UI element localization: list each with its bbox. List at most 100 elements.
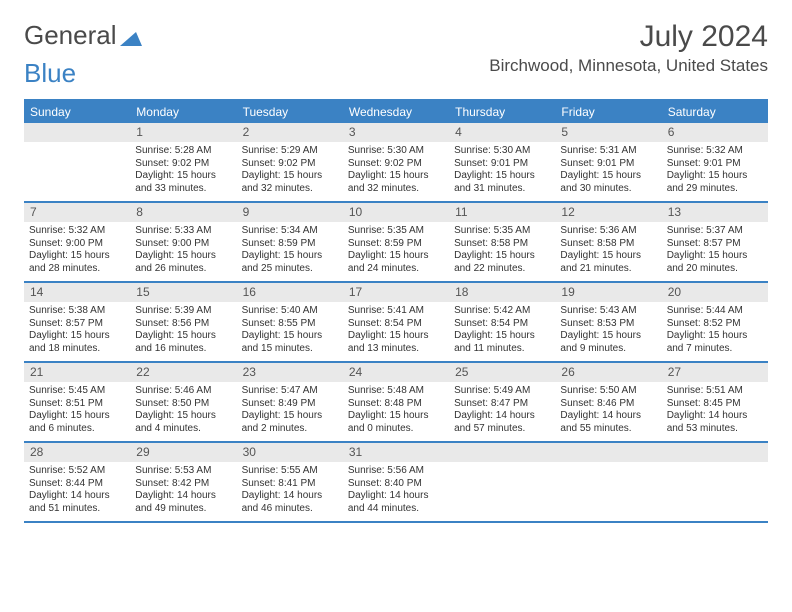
sunrise-line: Sunrise: 5:32 AM [29,225,125,238]
day-cell: 6Sunrise: 5:32 AMSunset: 9:01 PMDaylight… [662,123,768,201]
day-number: 28 [24,443,130,462]
day-body: Sunrise: 5:29 AMSunset: 9:02 PMDaylight:… [237,142,343,200]
weekday-header-row: SundayMondayTuesdayWednesdayThursdayFrid… [24,101,768,123]
sunset-line: Sunset: 8:46 PM [560,398,656,411]
sunset-line: Sunset: 8:45 PM [667,398,763,411]
logo: General [24,20,142,51]
sunrise-line: Sunrise: 5:34 AM [242,225,338,238]
day-body: Sunrise: 5:52 AMSunset: 8:44 PMDaylight:… [24,462,130,520]
empty-day-cell [24,123,130,201]
sunset-line: Sunset: 9:01 PM [667,158,763,171]
day-body: Sunrise: 5:34 AMSunset: 8:59 PMDaylight:… [237,222,343,280]
day-cell: 7Sunrise: 5:32 AMSunset: 9:00 PMDaylight… [24,203,130,281]
day-cell: 25Sunrise: 5:49 AMSunset: 8:47 PMDayligh… [449,363,555,441]
daylight-line: Daylight: 15 hours and 33 minutes. [135,170,231,195]
sunrise-line: Sunrise: 5:47 AM [242,385,338,398]
sunrise-line: Sunrise: 5:28 AM [135,145,231,158]
sunrise-line: Sunrise: 5:49 AM [454,385,550,398]
sunrise-line: Sunrise: 5:51 AM [667,385,763,398]
sunset-line: Sunset: 8:48 PM [348,398,444,411]
day-number: 23 [237,363,343,382]
day-cell: 2Sunrise: 5:29 AMSunset: 9:02 PMDaylight… [237,123,343,201]
daylight-line: Daylight: 15 hours and 13 minutes. [348,330,444,355]
day-body: Sunrise: 5:53 AMSunset: 8:42 PMDaylight:… [130,462,236,520]
day-number: 12 [555,203,661,222]
day-body: Sunrise: 5:46 AMSunset: 8:50 PMDaylight:… [130,382,236,440]
day-number: 11 [449,203,555,222]
sunrise-line: Sunrise: 5:38 AM [29,305,125,318]
day-cell: 23Sunrise: 5:47 AMSunset: 8:49 PMDayligh… [237,363,343,441]
empty-day-cell [449,443,555,521]
sunset-line: Sunset: 9:01 PM [454,158,550,171]
daylight-line: Daylight: 15 hours and 16 minutes. [135,330,231,355]
day-body: Sunrise: 5:37 AMSunset: 8:57 PMDaylight:… [662,222,768,280]
day-body: Sunrise: 5:41 AMSunset: 8:54 PMDaylight:… [343,302,449,360]
empty-day-number [662,443,768,462]
weekday-header: Saturday [662,101,768,123]
day-number: 8 [130,203,236,222]
sunrise-line: Sunrise: 5:52 AM [29,465,125,478]
sunset-line: Sunset: 8:49 PM [242,398,338,411]
day-number: 18 [449,283,555,302]
day-number: 1 [130,123,236,142]
day-number: 27 [662,363,768,382]
week-row: 1Sunrise: 5:28 AMSunset: 9:02 PMDaylight… [24,123,768,203]
sunset-line: Sunset: 8:50 PM [135,398,231,411]
sunrise-line: Sunrise: 5:39 AM [135,305,231,318]
daylight-line: Daylight: 15 hours and 7 minutes. [667,330,763,355]
sunset-line: Sunset: 8:42 PM [135,478,231,491]
day-body: Sunrise: 5:45 AMSunset: 8:51 PMDaylight:… [24,382,130,440]
logo-text-2: Blue [24,58,76,89]
daylight-line: Daylight: 14 hours and 51 minutes. [29,490,125,515]
daylight-line: Daylight: 15 hours and 20 minutes. [667,250,763,275]
daylight-line: Daylight: 14 hours and 46 minutes. [242,490,338,515]
day-cell: 15Sunrise: 5:39 AMSunset: 8:56 PMDayligh… [130,283,236,361]
sunrise-line: Sunrise: 5:42 AM [454,305,550,318]
sunrise-line: Sunrise: 5:41 AM [348,305,444,318]
day-body: Sunrise: 5:38 AMSunset: 8:57 PMDaylight:… [24,302,130,360]
empty-day-cell [555,443,661,521]
day-number: 14 [24,283,130,302]
sunset-line: Sunset: 8:53 PM [560,318,656,331]
day-number: 3 [343,123,449,142]
sunset-line: Sunset: 8:55 PM [242,318,338,331]
day-body: Sunrise: 5:55 AMSunset: 8:41 PMDaylight:… [237,462,343,520]
logo-text-1: General [24,20,117,51]
day-cell: 16Sunrise: 5:40 AMSunset: 8:55 PMDayligh… [237,283,343,361]
day-number: 4 [449,123,555,142]
day-number: 31 [343,443,449,462]
sunrise-line: Sunrise: 5:33 AM [135,225,231,238]
sunset-line: Sunset: 9:00 PM [135,238,231,251]
day-number: 10 [343,203,449,222]
day-cell: 22Sunrise: 5:46 AMSunset: 8:50 PMDayligh… [130,363,236,441]
sunrise-line: Sunrise: 5:35 AM [348,225,444,238]
sunrise-line: Sunrise: 5:48 AM [348,385,444,398]
month-title: July 2024 [489,20,768,54]
sunset-line: Sunset: 8:52 PM [667,318,763,331]
day-number: 13 [662,203,768,222]
sunrise-line: Sunrise: 5:56 AM [348,465,444,478]
day-body: Sunrise: 5:28 AMSunset: 9:02 PMDaylight:… [130,142,236,200]
day-number: 17 [343,283,449,302]
sunset-line: Sunset: 9:00 PM [29,238,125,251]
day-number: 25 [449,363,555,382]
day-number: 30 [237,443,343,462]
day-body: Sunrise: 5:56 AMSunset: 8:40 PMDaylight:… [343,462,449,520]
day-cell: 13Sunrise: 5:37 AMSunset: 8:57 PMDayligh… [662,203,768,281]
day-body: Sunrise: 5:39 AMSunset: 8:56 PMDaylight:… [130,302,236,360]
sunset-line: Sunset: 8:58 PM [560,238,656,251]
sunrise-line: Sunrise: 5:43 AM [560,305,656,318]
day-cell: 24Sunrise: 5:48 AMSunset: 8:48 PMDayligh… [343,363,449,441]
day-cell: 29Sunrise: 5:53 AMSunset: 8:42 PMDayligh… [130,443,236,521]
weekday-header: Monday [130,101,236,123]
logo-triangle-icon [120,30,142,46]
day-cell: 10Sunrise: 5:35 AMSunset: 8:59 PMDayligh… [343,203,449,281]
daylight-line: Daylight: 15 hours and 15 minutes. [242,330,338,355]
daylight-line: Daylight: 14 hours and 53 minutes. [667,410,763,435]
day-body: Sunrise: 5:47 AMSunset: 8:49 PMDaylight:… [237,382,343,440]
day-number: 26 [555,363,661,382]
daylight-line: Daylight: 15 hours and 4 minutes. [135,410,231,435]
day-cell: 26Sunrise: 5:50 AMSunset: 8:46 PMDayligh… [555,363,661,441]
sunset-line: Sunset: 9:02 PM [135,158,231,171]
day-body: Sunrise: 5:35 AMSunset: 8:59 PMDaylight:… [343,222,449,280]
